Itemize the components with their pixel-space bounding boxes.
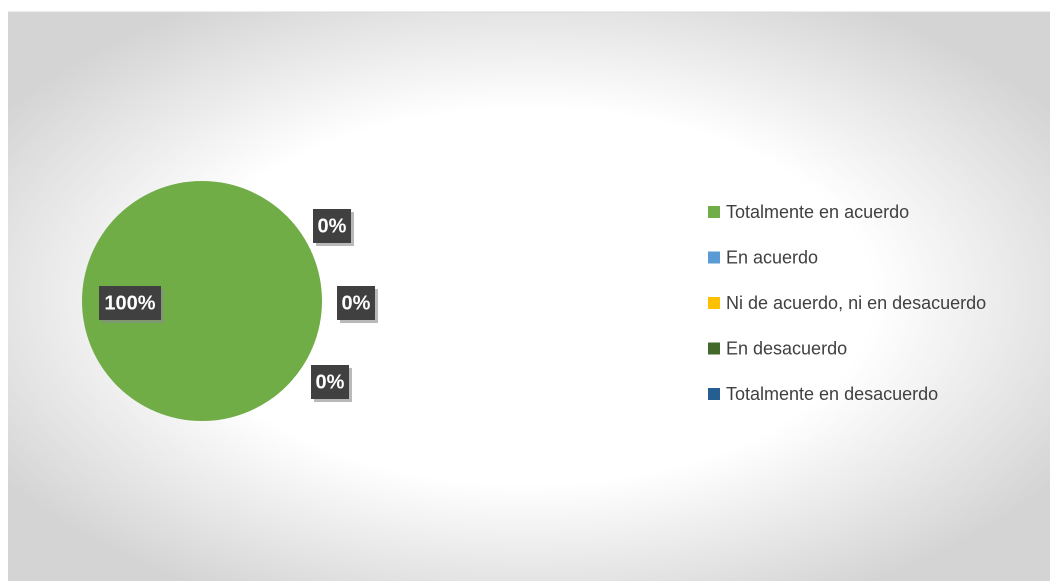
data-label-box <box>337 286 375 320</box>
legend-swatch <box>708 388 720 400</box>
data-label: 0% <box>316 371 345 393</box>
data-label-box <box>99 286 161 320</box>
legend-label: En acuerdo <box>726 247 818 267</box>
legend-swatch <box>708 342 720 355</box>
data-label: 100% <box>104 292 155 314</box>
legend-label: Totalmente en acuerdo <box>726 202 909 222</box>
data-label-box <box>311 365 349 399</box>
legend-label: Ni de acuerdo, ni en desacuerdo <box>726 293 986 313</box>
data-label: 0% <box>342 292 371 314</box>
pie-slice <box>82 181 322 421</box>
legend-label: Totalmente en desacuerdo <box>726 384 938 404</box>
legend-swatch <box>708 297 720 309</box>
data-label-box <box>313 209 351 243</box>
legend-swatch <box>708 251 720 264</box>
legend-swatch <box>708 206 720 218</box>
data-label: 0% <box>318 215 347 237</box>
legend-label: En desacuerdo <box>726 338 847 358</box>
